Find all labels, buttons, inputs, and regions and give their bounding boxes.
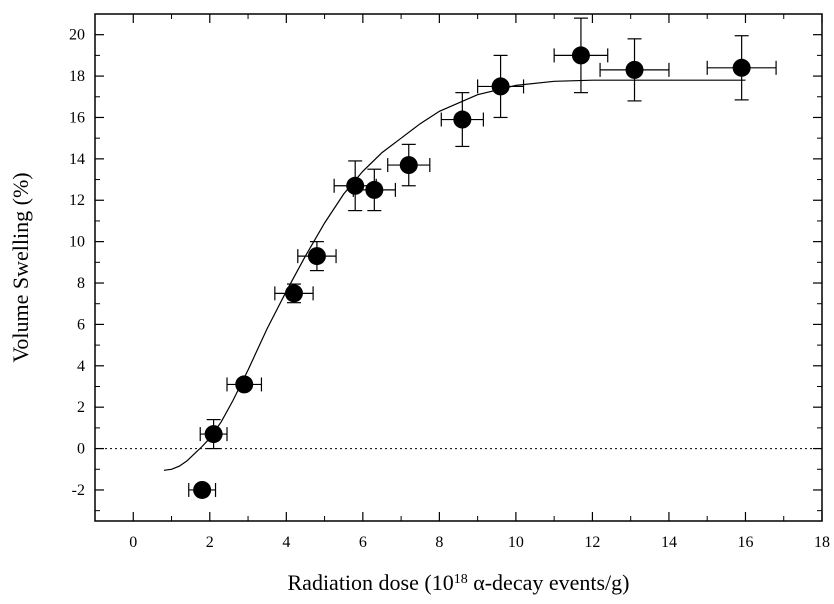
- data-point: [284, 284, 303, 303]
- x-tick-label: 10: [508, 534, 524, 551]
- x-tick-label: 18: [814, 534, 830, 551]
- x-axis-label: Radiation dose (1018 α-decay events/g): [288, 570, 630, 595]
- y-tick-label: 0: [77, 441, 85, 458]
- y-axis: -2 0 2 4 6 8 10 12 14 16 18 20: [69, 13, 822, 512]
- y-tick-label: 20: [69, 27, 85, 44]
- x-tick-label: 14: [661, 534, 677, 551]
- y-tick-label: 2: [77, 399, 85, 416]
- y-tick-label: -2: [72, 482, 85, 499]
- x-tick-label: 2: [206, 534, 214, 551]
- x-tick-label: 6: [359, 534, 367, 551]
- y-axis-label: Volume Swelling (%): [8, 172, 33, 362]
- x-axis-label-superscript: 18: [454, 572, 468, 587]
- x-axis-label-main: Radiation dose (10: [288, 570, 454, 595]
- x-axis: 0 2 4 6 8 10 12 14 16 18: [94, 14, 830, 551]
- fit-curve-line: [163, 79, 746, 471]
- fit-curve: [163, 79, 746, 471]
- y-tick-label: 8: [77, 275, 85, 292]
- data-point: [346, 176, 365, 195]
- data-point: [307, 247, 326, 266]
- data-point: [193, 480, 212, 499]
- data-point: [399, 156, 418, 175]
- y-tick-label: 14: [69, 151, 85, 168]
- x-tick-label: 4: [282, 534, 290, 551]
- x-tick-label: 16: [737, 534, 753, 551]
- plot-area: [94, 13, 823, 522]
- plot-frame: [94, 13, 823, 522]
- data-point: [453, 110, 472, 129]
- data-point: [365, 180, 384, 199]
- y-tick-label: 16: [69, 109, 85, 126]
- data-point: [625, 60, 644, 79]
- data-point: [491, 77, 510, 96]
- x-tick-label: 8: [435, 534, 443, 551]
- y-tick-label: 18: [69, 68, 85, 85]
- x-tick-label: 0: [129, 534, 137, 551]
- data-point: [235, 375, 254, 394]
- y-tick-label: 10: [69, 234, 85, 251]
- y-tick-label: 12: [69, 192, 85, 209]
- data-points: [193, 46, 751, 499]
- data-point: [732, 58, 751, 77]
- x-tick-label: 12: [584, 534, 600, 551]
- data-point: [204, 425, 223, 444]
- x-axis-label-tail: α-decay events/g): [468, 570, 630, 595]
- y-tick-label: 6: [77, 316, 85, 333]
- y-tick-label: 4: [77, 358, 85, 375]
- data-point: [571, 46, 590, 65]
- error-bars: [188, 17, 777, 497]
